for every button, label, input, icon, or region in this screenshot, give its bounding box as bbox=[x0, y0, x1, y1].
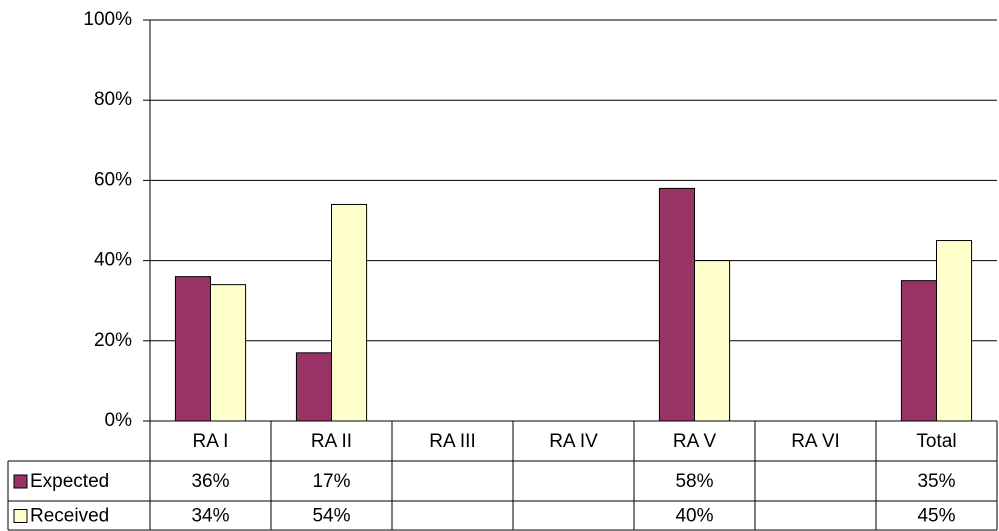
bar bbox=[658, 187, 695, 422]
bar bbox=[936, 240, 973, 422]
x-tick-label: Total bbox=[916, 431, 956, 452]
data-label: 36% bbox=[191, 471, 229, 492]
x-tick-label: RA II bbox=[311, 431, 352, 452]
y-tick-label: 20% bbox=[94, 330, 132, 351]
y-tick-label: 100% bbox=[83, 9, 132, 30]
legend-swatch bbox=[13, 474, 28, 489]
bar bbox=[694, 260, 731, 422]
data-label: 34% bbox=[191, 506, 229, 527]
x-tick-label: RA VI bbox=[791, 431, 840, 452]
legend-swatch bbox=[13, 509, 28, 523]
bar bbox=[900, 280, 937, 422]
legend-label: Expected bbox=[30, 471, 109, 492]
y-tick-label: 80% bbox=[94, 89, 132, 110]
bar bbox=[210, 284, 247, 422]
bar bbox=[174, 276, 212, 422]
x-tick-label: RA III bbox=[429, 431, 475, 452]
bar bbox=[295, 352, 333, 422]
data-label: 45% bbox=[917, 506, 955, 527]
y-tick-label: 40% bbox=[94, 250, 132, 271]
data-label: 17% bbox=[312, 471, 350, 492]
x-tick-label: RA IV bbox=[549, 431, 598, 452]
y-tick-label: 60% bbox=[94, 169, 132, 190]
data-label: 54% bbox=[312, 506, 350, 527]
data-label: 58% bbox=[675, 471, 713, 492]
data-label: 40% bbox=[675, 506, 713, 527]
x-tick-label: RA V bbox=[673, 431, 717, 452]
x-tick-label: RA I bbox=[193, 431, 229, 452]
legend-label: Received bbox=[30, 506, 109, 527]
data-label: 35% bbox=[917, 471, 955, 492]
y-tick-label: 0% bbox=[105, 410, 133, 431]
bar bbox=[331, 203, 368, 422]
